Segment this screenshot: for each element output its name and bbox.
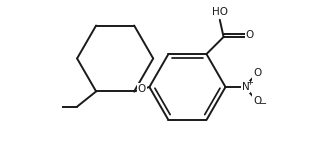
Text: +: + <box>246 78 253 87</box>
Text: N: N <box>241 82 249 92</box>
Text: O: O <box>138 84 146 94</box>
Text: O: O <box>245 30 253 40</box>
Text: O: O <box>254 68 262 78</box>
Text: −: − <box>259 99 267 109</box>
Text: O: O <box>254 96 262 106</box>
Text: HO: HO <box>212 7 228 17</box>
